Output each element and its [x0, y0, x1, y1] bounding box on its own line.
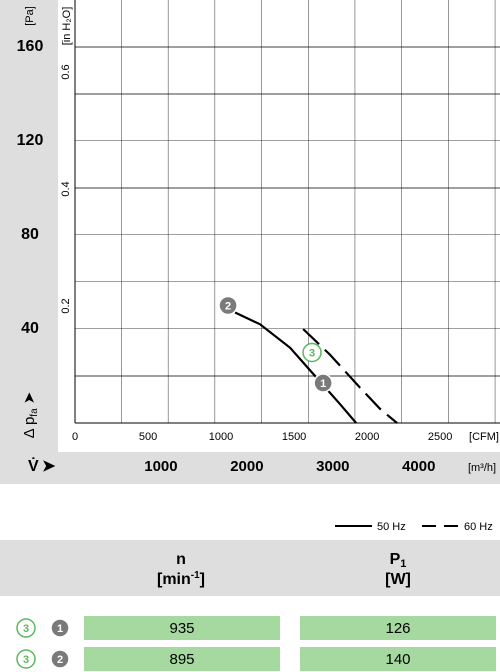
x-tick-label: 500: [139, 431, 157, 443]
marker-label: 3: [309, 347, 315, 359]
x2-band: [0, 452, 500, 484]
marker-label: 2: [225, 300, 231, 312]
marker-circle: [16, 649, 36, 669]
marker-label: 1: [57, 623, 63, 635]
x2-tick-label: 3000: [316, 458, 349, 475]
y-title-sub: fa: [29, 408, 40, 417]
table-header-band: [0, 540, 500, 596]
curve-marker: 3: [302, 342, 322, 363]
curve-marker: 3: [16, 649, 36, 669]
x2-tick-label: 4000: [402, 458, 435, 475]
header-unit: [W]: [385, 571, 411, 588]
marker-label: 3: [23, 654, 29, 666]
x-tick-label: 1500: [282, 431, 306, 443]
x-label: [CFM]: [469, 431, 499, 443]
value-text: 140: [385, 651, 410, 668]
value-cell: [84, 647, 280, 671]
marker-label: 1: [320, 378, 326, 390]
x2-label: [m³/h]: [468, 462, 496, 474]
marker-label: 2: [57, 654, 63, 666]
marker-circle: [50, 649, 70, 669]
y2-tick-label: 0.2: [60, 298, 72, 313]
curve-marker: 3: [16, 618, 36, 638]
value-text: 895: [169, 651, 194, 668]
y-tick-label: 160: [17, 38, 44, 55]
unit: [W]: [385, 571, 411, 588]
value-cell: [300, 647, 496, 671]
arrow: ➤: [42, 458, 56, 475]
curve-marker: 1: [50, 618, 70, 638]
marker-circle: [302, 342, 322, 363]
value-cell: [300, 616, 496, 640]
x-tick-label: 0: [72, 431, 78, 443]
grid: [75, 0, 500, 423]
y-tick-label: 40: [21, 320, 39, 337]
x-tick-label: 1000: [209, 431, 233, 443]
unit-end: ]: [200, 571, 205, 588]
y-title-main: Δ p: [21, 417, 38, 439]
x2-tick-label: 1000: [144, 458, 177, 475]
y2-tick-label: 0.4: [60, 181, 72, 196]
value-text: 126: [385, 620, 410, 637]
unit-sup: -1: [191, 570, 200, 581]
y2-label: [in H₂O]: [61, 7, 73, 46]
curve: [234, 311, 357, 424]
x2-tick-label: 2000: [230, 458, 263, 475]
arrow: ➤: [21, 392, 38, 409]
x-tick-label: 2000: [355, 431, 379, 443]
header-symbol: n: [176, 551, 186, 568]
curve-marker: 2: [218, 295, 238, 316]
marker-circle: [218, 295, 238, 316]
x-tick-label: 2500: [428, 431, 452, 443]
y-title: Δ pfa ➤: [21, 392, 40, 439]
unit: [min: [157, 571, 191, 588]
x-title: V̇: [28, 457, 39, 475]
marker-circle: [16, 618, 36, 638]
header-symbol: P1: [390, 551, 407, 570]
marker-circle: [50, 618, 70, 638]
y2-tick-label: 0.6: [60, 64, 72, 79]
symbol: n: [176, 551, 186, 568]
symbol: P: [390, 551, 401, 568]
value-cell: [84, 616, 280, 640]
curve-marker: 1: [313, 373, 333, 393]
value-text: 935: [169, 620, 194, 637]
curve: [302, 328, 398, 424]
y-band: [0, 0, 58, 452]
legend-label: 60 Hz: [464, 521, 493, 533]
y-tick-label: 120: [17, 132, 44, 149]
marker-label: 3: [23, 623, 29, 635]
y-tick-label: 80: [21, 226, 39, 243]
symbol-sub: 1: [400, 558, 406, 570]
y-label: [Pa]: [24, 6, 36, 26]
marker-circle: [313, 373, 333, 393]
curve-marker: 2: [50, 649, 70, 669]
legend-label: 50 Hz: [377, 521, 406, 533]
header-unit: [min-1]: [157, 570, 205, 589]
